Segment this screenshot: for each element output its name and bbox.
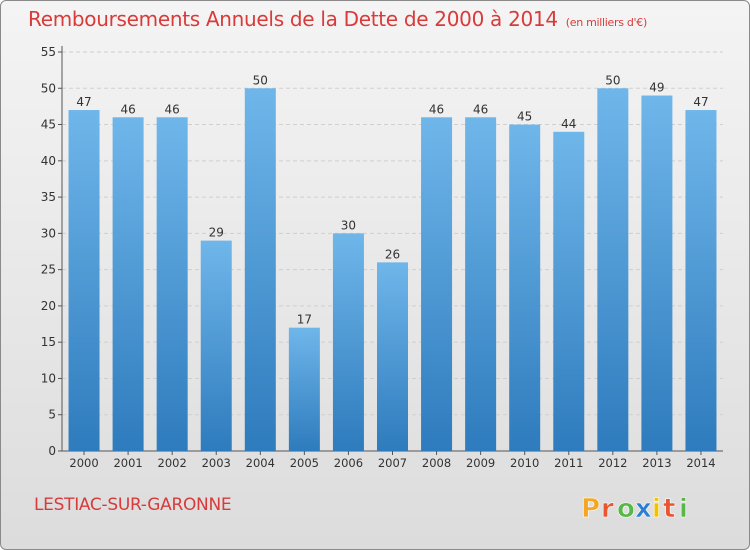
chart-title-text: Remboursements Annuels de la Dette de 20… [28,7,558,31]
x-tick-label: 2014 [686,456,715,470]
bar [509,124,541,451]
bar [465,117,497,452]
bar-value-label: 50 [253,73,268,87]
bar-value-label: 46 [120,102,135,116]
bar [641,95,673,451]
bar-value-label: 17 [297,313,312,327]
x-tick-label: 2004 [246,456,275,470]
commune-name: LESTIAC-SUR-GARONNE [34,495,232,515]
x-tick-label: 2012 [598,456,627,470]
bar [112,117,144,452]
logo-letter: i [679,494,688,523]
x-tick-label: 2011 [554,456,583,470]
x-tick-label: 2001 [113,456,142,470]
bar-value-label: 26 [385,247,400,261]
bars [68,88,717,452]
y-tick-label: 30 [41,226,56,240]
bar [332,233,364,451]
bar [553,131,585,452]
x-tick-label: 2006 [334,456,363,470]
x-tick-label: 2013 [642,456,671,470]
bar-value-label: 46 [165,102,180,116]
bar [68,110,100,451]
unit-label: (en milliers d'€) [565,16,647,29]
bar-value-label: 50 [605,73,620,87]
logo-letter: t [663,494,675,523]
x-tick-label: 2009 [466,456,495,470]
bar [244,88,276,451]
y-tick-label: 45 [41,118,56,132]
logo-letter: x [635,494,652,523]
x-tick-label: 2005 [290,456,319,470]
bar-chart: 0 5 10 15 20 25 30 35 40 45 50 55 2000 2001 2002 2003 20… [41,45,723,470]
chart-title: Remboursements Annuels de la Dette de 20… [28,7,647,31]
logo-letter: o [617,494,635,523]
bar [156,117,188,452]
y-tick-label: 10 [41,371,56,385]
logo-letter: i [652,494,661,523]
x-tick-label: 2008 [422,456,451,470]
y-tick-label: 50 [41,81,56,95]
bar [377,262,408,451]
x-tick-label: 2003 [202,456,231,470]
bar-value-label: 49 [649,81,664,95]
y-tick-label: 0 [48,444,56,458]
bar-value-label: 29 [209,226,224,240]
bar-value-label: 44 [561,117,576,131]
bar [685,110,717,451]
bar-value-label: 47 [693,95,708,109]
bar-value-label: 46 [473,102,488,116]
bar [597,88,629,451]
bar-value-label: 45 [517,110,532,124]
bar-value-label: 47 [76,95,91,109]
y-tick-label: 55 [41,45,56,59]
y-tick-label: 40 [41,154,56,168]
logo-letter: r [601,494,614,523]
x-tick-label: 2002 [158,456,187,470]
x-tick-label: 2007 [378,456,407,470]
bar [288,327,320,451]
y-tick-label: 25 [41,263,56,277]
data-labels: 47 46 46 29 50 17 30 26 46 46 45 44 50 49 47 [76,73,708,326]
y-tick-label: 35 [41,190,56,204]
bar-value-label: 30 [341,218,356,232]
logo-letter: P [581,494,600,523]
x-tick-label: 2010 [510,456,539,470]
y-tick-label: 5 [48,408,56,422]
y-tick-label: 20 [41,299,56,313]
bar [200,240,232,451]
bar-value-label: 46 [429,102,444,116]
bar [421,117,453,452]
x-tick-label: 2000 [69,456,98,470]
y-tick-label: 15 [41,335,56,349]
